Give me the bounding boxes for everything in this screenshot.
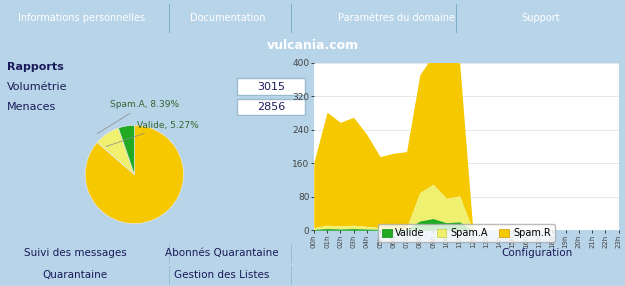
- Wedge shape: [118, 125, 134, 174]
- Text: Abonnés Quarantaine: Abonnés Quarantaine: [165, 248, 279, 258]
- Text: 3015: 3015: [257, 82, 285, 92]
- Text: Paramètres du domaine: Paramètres du domaine: [338, 13, 456, 23]
- Wedge shape: [85, 125, 184, 224]
- Bar: [237, 98, 305, 115]
- Text: 2856: 2856: [257, 102, 285, 112]
- Text: Informations personnelles: Informations personnelles: [18, 13, 145, 23]
- Text: Spam.A, 8.39%: Spam.A, 8.39%: [98, 100, 179, 134]
- Text: Menaces: Menaces: [6, 102, 56, 112]
- Wedge shape: [97, 128, 134, 174]
- Text: vulcania.com: vulcania.com: [266, 39, 359, 52]
- Text: Volumétrie: Volumétrie: [6, 82, 67, 92]
- Text: Gestion des Listes: Gestion des Listes: [174, 270, 269, 280]
- Text: Configuration: Configuration: [502, 248, 573, 258]
- Text: Suivi des messages: Suivi des messages: [24, 248, 126, 258]
- Text: Valide, 5.27%: Valide, 5.27%: [106, 121, 199, 146]
- Text: Quarantaine: Quarantaine: [42, 270, 107, 280]
- Text: Rapports: Rapports: [6, 62, 63, 72]
- Text: Documentation: Documentation: [191, 13, 266, 23]
- Bar: [237, 78, 305, 95]
- Legend: Valide, Spam.A, Spam.R: Valide, Spam.A, Spam.R: [378, 224, 554, 242]
- Text: Support: Support: [521, 13, 560, 23]
